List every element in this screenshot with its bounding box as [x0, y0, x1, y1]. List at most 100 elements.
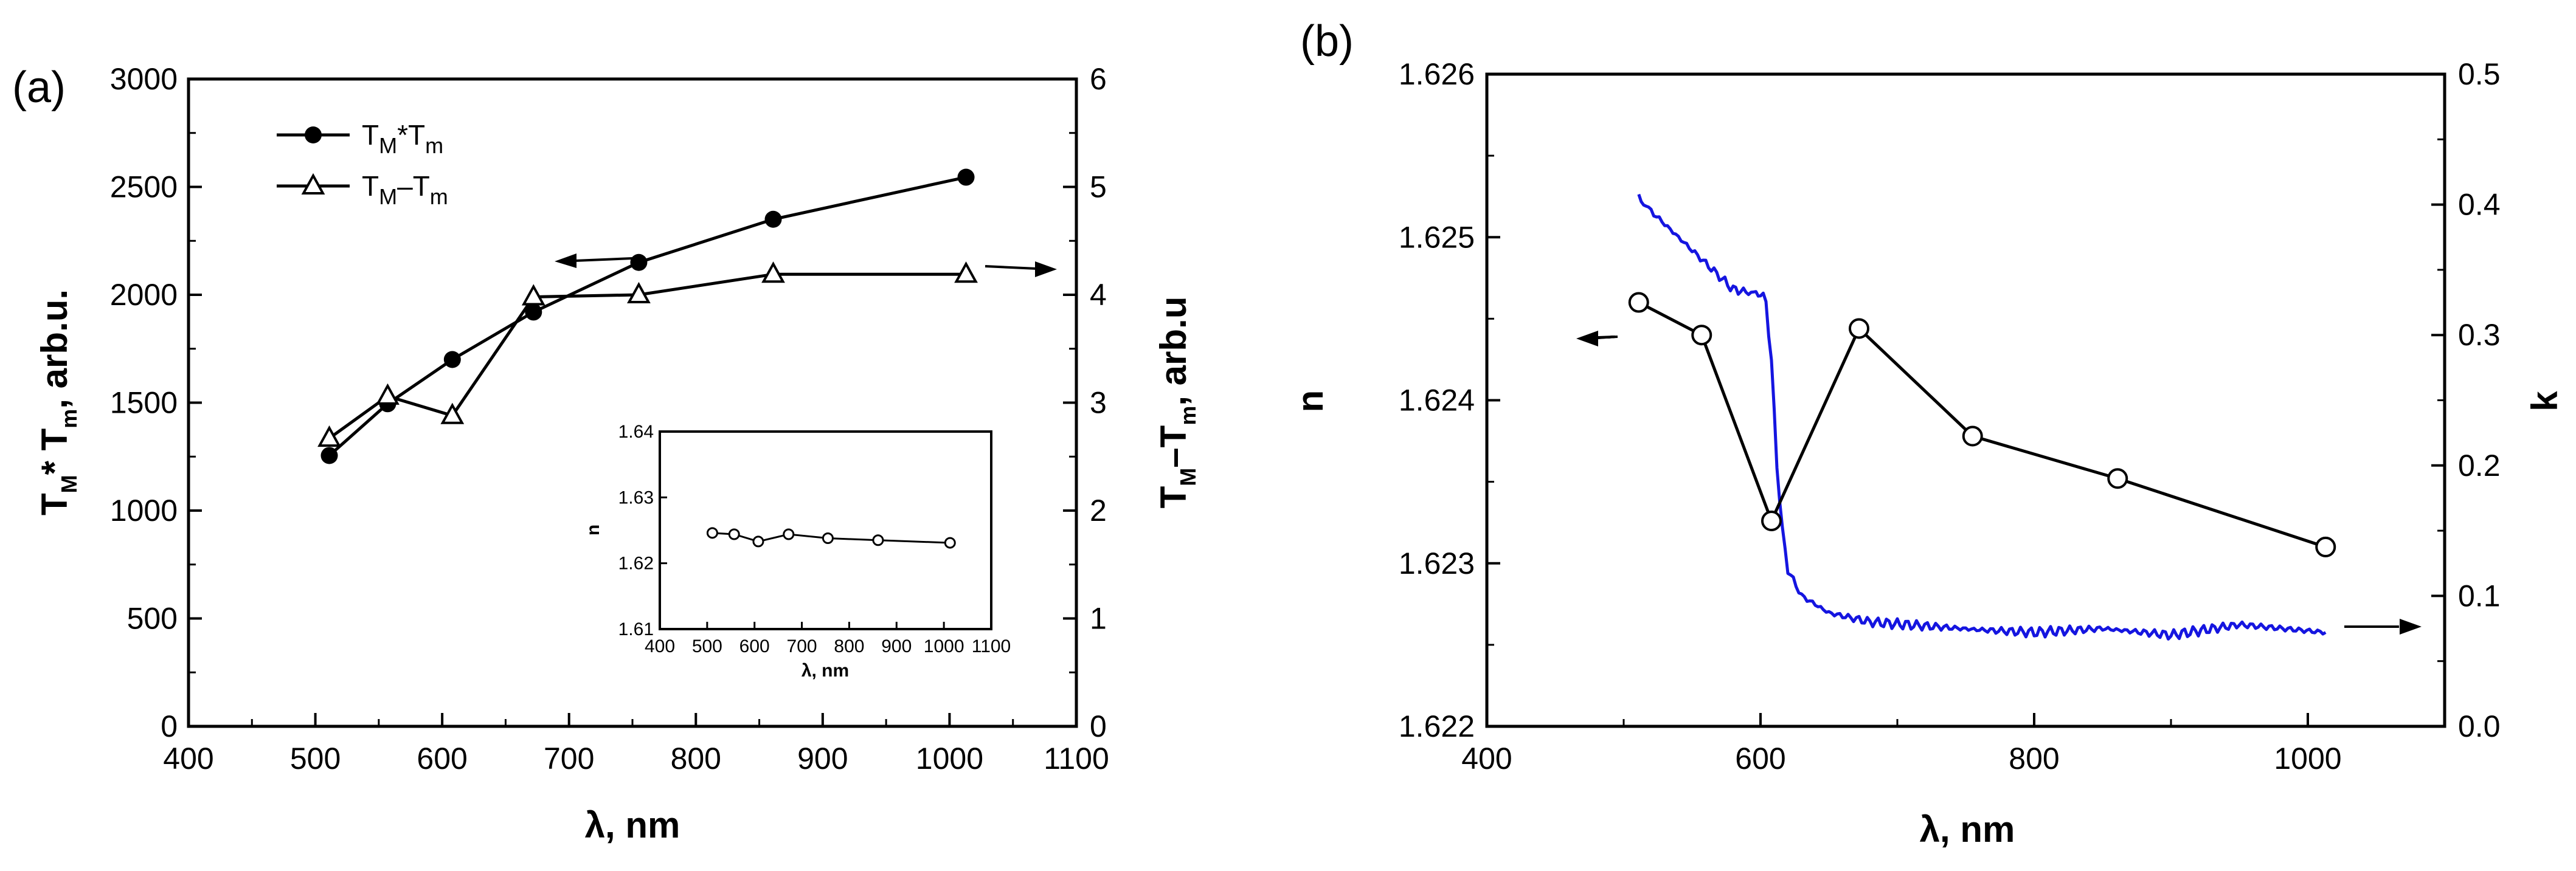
- x-tick-label: 600: [417, 742, 467, 776]
- series-difference: [317, 261, 978, 447]
- y-tick-label-left: 500: [127, 602, 178, 636]
- panel-b-x-axis-title: λ, nm: [1920, 809, 2015, 850]
- y-tick-label-right: 0.2: [2458, 449, 2501, 483]
- panel-b-label: (b): [1300, 17, 1354, 66]
- panel-b-x-axis: 400 600 800 1000: [1461, 713, 2342, 776]
- y-tick-label-right: 3: [1090, 386, 1107, 420]
- x-tick-label: 800: [671, 742, 721, 776]
- inset-data-point: [822, 532, 834, 544]
- inset-data-point: [944, 537, 956, 549]
- y-tick-label-right: 0.4: [2458, 188, 2501, 222]
- data-point-n: [1761, 511, 1782, 532]
- panel-b-right-y-axis-title: k: [2524, 391, 2565, 411]
- y-tick-label-left: 1.626: [1399, 57, 1475, 91]
- y-tick-label-left: 1.625: [1399, 220, 1475, 254]
- inset-plot-frame: [659, 430, 992, 630]
- y-tick-label-right: 0.3: [2458, 318, 2501, 352]
- inset-data-point: [706, 527, 718, 539]
- data-point-difference: [521, 284, 545, 306]
- panel-b-left-y-axis: 1.622 1.623 1.624 1.625 1.626: [1399, 57, 1500, 743]
- y-tick-label-right: 5: [1090, 170, 1107, 204]
- inset-x-tick-label: 800: [834, 636, 864, 656]
- inset-x-axis-title: λ, nm: [802, 661, 849, 681]
- inset-data-point: [872, 534, 884, 546]
- data-point-difference: [627, 281, 651, 303]
- panel-a-x-axis: 400 500 600 700 800 900 1000 1100: [163, 713, 1109, 776]
- inset-y-tick-label: 1.63: [618, 487, 654, 508]
- inset-y-axis-title: n: [583, 525, 603, 535]
- y-tick-label-right: 1: [1090, 602, 1107, 636]
- data-point-difference: [376, 383, 400, 405]
- y-tick-label-left: 3000: [110, 62, 178, 96]
- inset-data-point: [728, 528, 740, 540]
- inset-chart: 400 500 600 700 800 900 1000 1100 1.611.621.631…: [583, 422, 1011, 681]
- inset-x-tick-label: 1100: [972, 636, 1011, 656]
- data-point-difference: [761, 261, 785, 283]
- data-point-n: [2107, 468, 2128, 489]
- data-point-product: [525, 303, 542, 321]
- data-point-difference: [954, 261, 978, 283]
- inset-series: [706, 527, 956, 549]
- x-tick-label: 400: [1461, 742, 1512, 776]
- panel-a-legend: TM*Tm TM–Tm: [277, 119, 448, 209]
- panel-a-label: (a): [12, 63, 66, 112]
- arrow-right-axis-indicator: [985, 261, 1057, 277]
- y-tick-label-left: 1000: [110, 494, 178, 528]
- x-tick-label: 600: [1735, 742, 1785, 776]
- series-k-line: [1637, 193, 2327, 641]
- data-point-difference: [440, 402, 465, 424]
- inset-x-tick-label: 1000: [924, 636, 964, 656]
- arrow-k-axis-indicator: [2344, 619, 2422, 635]
- x-tick-label: 900: [797, 742, 848, 776]
- y-tick-label-right: 4: [1090, 278, 1107, 312]
- x-tick-label: 1100: [1044, 742, 1109, 776]
- y-tick-label-left: 1500: [110, 386, 178, 420]
- data-point-product: [957, 168, 975, 186]
- x-tick-label: 1000: [916, 742, 983, 776]
- panel-b: (b) 400 600 800 1000 1.6221.6231.6241.6251.…: [1290, 17, 2565, 850]
- data-point-product: [443, 351, 461, 368]
- y-tick-label-left: 2500: [110, 170, 178, 204]
- data-point-n: [2315, 536, 2336, 557]
- y-tick-label-right: 0.5: [2458, 57, 2501, 91]
- data-point-n: [1962, 425, 1983, 447]
- legend-marker-open-triangle: [301, 173, 325, 195]
- legend-marker-filled-circle: [305, 126, 322, 143]
- panel-b-right-y-axis: 0.0 0.1 0.2 0.3 0.4 0.5: [2431, 57, 2501, 743]
- arrow-left-axis-indicator: [555, 253, 633, 268]
- inset-x-tick-label: 900: [881, 636, 912, 656]
- series-k: [1637, 193, 2327, 641]
- x-tick-label: 700: [544, 742, 594, 776]
- data-point-n: [1849, 318, 1869, 339]
- series-product: [320, 168, 975, 464]
- panel-a-right-y-axis-title: TM–Tm, arb.u: [1153, 297, 1200, 509]
- series-n: [1628, 292, 2336, 557]
- inset-y-tick-label: 1.62: [618, 554, 654, 574]
- panel-a-left-y-axis: 0 500 1000 1500 2000 2500 3000: [110, 62, 202, 743]
- data-point-product: [630, 253, 648, 271]
- y-tick-label-right: 2: [1090, 494, 1107, 528]
- y-tick-label-right: 6: [1090, 62, 1107, 96]
- svg-text:TM–Tm, arb.u: TM–Tm, arb.u: [1153, 297, 1200, 509]
- data-point-difference: [317, 425, 341, 447]
- inset-y-tick-label: 1.61: [618, 619, 654, 639]
- inset-x-tick-label: 600: [739, 636, 770, 656]
- y-tick-label-left: 0: [161, 709, 178, 743]
- inset-y-axis: 1.61 1.62 1.63 1.64: [618, 422, 667, 639]
- inset-data-point: [783, 528, 795, 540]
- y-tick-label-left: 1.622: [1399, 709, 1475, 743]
- panel-a: (a) 400 500 600 700 800 900 1000 1100 0 500 1000 1…: [12, 62, 1200, 845]
- data-point-product: [764, 210, 782, 228]
- panel-a-x-axis-title: λ, nm: [585, 805, 680, 845]
- data-point-n: [1628, 292, 1649, 313]
- data-point-n: [1691, 325, 1712, 346]
- panel-a-left-y-axis-title: TM* Tm, arb.u.: [34, 289, 81, 515]
- x-tick-label: 400: [163, 742, 213, 776]
- series-product-line: [328, 176, 967, 457]
- y-tick-label-left: 1.623: [1399, 546, 1475, 580]
- inset-y-tick-label: 1.64: [618, 422, 654, 442]
- x-tick-label: 500: [290, 742, 341, 776]
- x-tick-label: 1000: [2274, 742, 2341, 776]
- arrow-n-axis-indicator: [1576, 331, 1618, 346]
